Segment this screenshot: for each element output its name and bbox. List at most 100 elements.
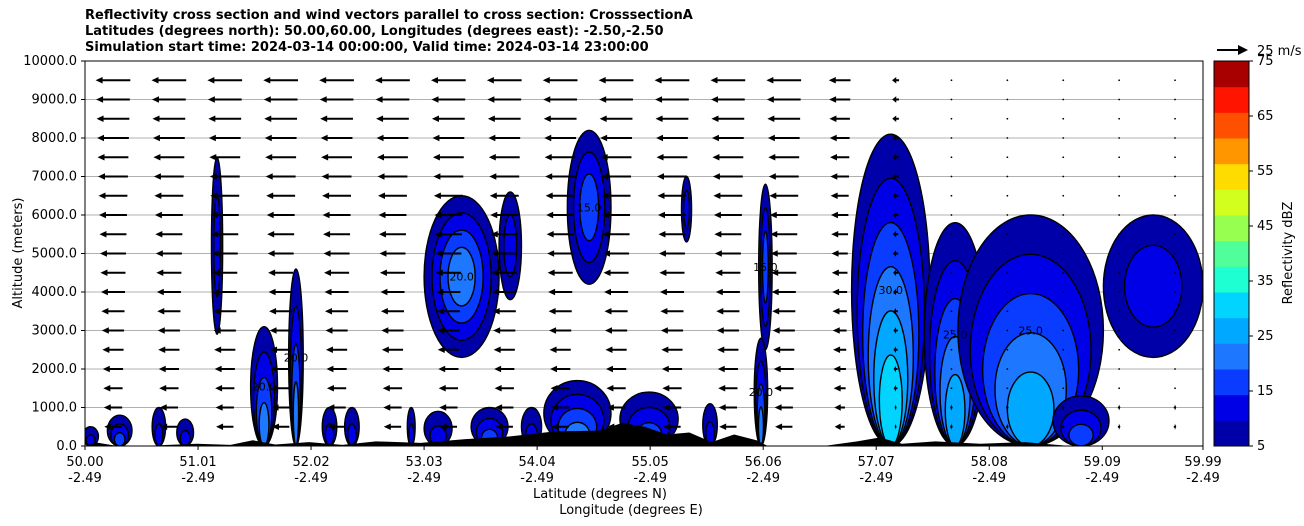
wind-arrow — [213, 327, 236, 334]
wind-arrow — [208, 115, 242, 122]
wind-arrow-head — [212, 269, 220, 276]
wind-arrow — [660, 327, 684, 334]
wind-arrow-head — [268, 269, 276, 276]
wind-arrow-head — [1174, 423, 1177, 430]
wind-arrow-dot — [1118, 291, 1121, 293]
wind-arrow — [152, 134, 185, 142]
title-line-1: Reflectivity cross section and wind vect… — [85, 8, 693, 23]
wind-arrow-head — [769, 192, 777, 199]
wind-arrow — [267, 250, 294, 257]
wind-arrow — [550, 385, 570, 392]
wind-arrow-head — [154, 192, 162, 199]
wind-arrow — [431, 96, 466, 103]
x-tick-label-latitude: 53.03 — [405, 455, 442, 470]
wind-arrow-dot — [1006, 291, 1009, 293]
wind-arrow — [1006, 137, 1009, 139]
wind-arrow — [380, 288, 405, 296]
wind-arrow — [768, 154, 800, 161]
wind-arrow — [657, 173, 687, 180]
colorbar-band — [1214, 266, 1249, 293]
wind-arrow-head — [601, 173, 609, 180]
wind-arrow — [950, 156, 953, 159]
contour-label: 25.0 — [943, 328, 968, 341]
wind-arrow-dot — [1062, 348, 1065, 351]
wind-arrow-head — [99, 250, 107, 257]
title-line-3: Simulation start time: 2024-03-14 00:00:… — [85, 40, 649, 55]
wind-arrow-head — [892, 192, 897, 199]
wind-arrow — [950, 137, 953, 139]
wind-arrow-dot — [1006, 79, 1009, 82]
wind-arrow-dot — [1118, 137, 1121, 139]
wind-arrow-head — [894, 423, 896, 430]
wind-arrow — [832, 327, 847, 334]
wind-arrow-head — [550, 365, 558, 373]
wind-arrow — [263, 77, 299, 84]
wind-arrow — [1062, 194, 1065, 197]
reflectivity-cell — [1052, 395, 1110, 446]
wind-arrow — [488, 134, 521, 142]
wind-arrow-head — [715, 269, 723, 276]
wind-arrow — [950, 214, 953, 216]
wind-arrow-dot — [1062, 117, 1065, 120]
wind-arrow — [1062, 98, 1065, 101]
wind-arrow-dot — [950, 387, 953, 390]
wind-arrow-dot — [1062, 329, 1065, 332]
wind-arrow — [321, 154, 352, 161]
wind-arrow-head — [548, 288, 556, 296]
wind-arrow-head — [376, 134, 384, 142]
wind-arrow-head — [211, 231, 219, 238]
wind-arrow — [154, 192, 184, 199]
wind-arrow-head — [658, 231, 666, 238]
wind-arrow-head — [435, 250, 443, 257]
wind-arrow — [487, 115, 521, 122]
wind-arrow — [657, 211, 686, 219]
colorbar-label: Reflectivity dBZ — [1281, 202, 1296, 305]
wind-arrow — [717, 346, 739, 353]
wind-arrow-head — [268, 288, 276, 296]
wind-arrow-dot — [1118, 368, 1121, 370]
wind-arrow — [832, 308, 847, 315]
wind-arrow-head — [383, 423, 391, 430]
wind-arrow-head — [710, 77, 718, 84]
wind-arrow — [155, 250, 182, 257]
wind-arrow-head — [383, 404, 391, 411]
x-tick-label-longitude: -2.49 — [294, 471, 328, 486]
wind-arrow-head — [210, 192, 218, 199]
wind-arrow-dot — [1006, 252, 1009, 255]
wind-arrow-head — [768, 154, 776, 161]
wind-arrow — [435, 269, 461, 276]
wind-arrow-head — [270, 365, 278, 373]
wind-arrow-head — [156, 288, 164, 296]
wind-arrow — [268, 269, 294, 276]
wind-arrow-head — [831, 231, 839, 238]
wind-arrow — [950, 387, 953, 390]
wind-arrow — [950, 368, 953, 370]
wind-arrow — [713, 192, 743, 199]
wind-arrow — [376, 134, 409, 142]
x-tick-label-longitude: -2.49 — [1186, 471, 1220, 486]
wind-arrow-head — [715, 288, 723, 296]
wind-arrow-head — [767, 115, 775, 122]
wind-arrow-head — [833, 365, 841, 373]
wind-arrow-head — [327, 423, 335, 430]
wind-arrow — [215, 404, 234, 411]
reflectivity-cell — [850, 133, 931, 446]
wind-arrow-head — [493, 346, 501, 353]
wind-arrow — [434, 211, 463, 219]
contour-15-dbz — [1068, 423, 1094, 446]
wind-arrow-head — [602, 211, 610, 219]
wind-arrow — [430, 77, 466, 84]
wind-arrow — [834, 423, 845, 430]
wind-arrow-head — [320, 134, 328, 142]
wind-arrow-head — [375, 96, 383, 103]
wind-arrow — [828, 77, 851, 84]
wind-arrow-head — [265, 154, 273, 161]
vector-key-arrowhead — [1238, 45, 1248, 55]
wind-arrow-head — [323, 231, 331, 238]
wind-arrow — [551, 423, 569, 430]
wind-arrow-head — [488, 134, 496, 142]
colorbar-tick-label: 75 — [1257, 54, 1274, 69]
wind-arrow-head — [544, 134, 552, 142]
wind-arrow-head — [892, 134, 897, 142]
wind-arrow-head — [98, 211, 106, 219]
